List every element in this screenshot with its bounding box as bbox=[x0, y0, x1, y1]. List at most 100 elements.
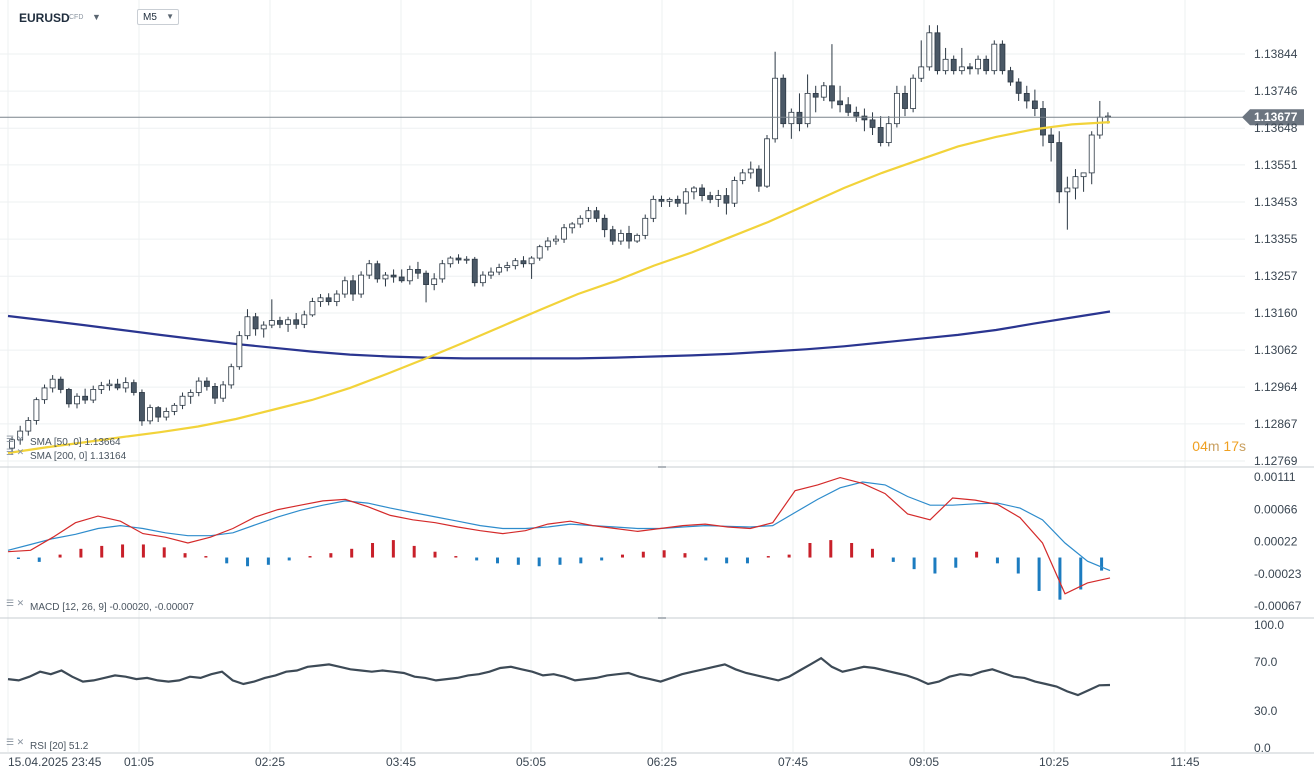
macd-hist-bar-negative bbox=[995, 557, 999, 564]
symbol-name[interactable]: EURUSD bbox=[19, 11, 70, 25]
candle-down bbox=[869, 119, 876, 128]
candle-down bbox=[861, 115, 868, 121]
price-tick-label: 1.13160 bbox=[1254, 306, 1298, 320]
candle-down bbox=[983, 58, 990, 72]
symbol-dropdown-icon[interactable]: ▼ bbox=[92, 12, 101, 22]
macd-hist-bar-positive bbox=[350, 548, 354, 558]
candle-up bbox=[90, 389, 97, 401]
candle-down bbox=[455, 257, 462, 261]
macd-hist-bar-positive bbox=[141, 544, 145, 558]
timeframe-select[interactable]: M5 ▼ bbox=[137, 9, 179, 25]
candle-down bbox=[398, 276, 405, 282]
candle-down bbox=[609, 229, 616, 242]
macd-hist-bar-negative bbox=[725, 557, 729, 564]
candle-up bbox=[666, 198, 673, 202]
candle-up bbox=[918, 66, 925, 79]
candle-up bbox=[98, 385, 105, 390]
macd-hist-bar-negative bbox=[1058, 557, 1062, 600]
candle-up bbox=[893, 92, 900, 125]
candle-down bbox=[415, 269, 421, 274]
candle-down bbox=[114, 383, 121, 389]
candle-down bbox=[1048, 134, 1055, 143]
candle-up bbox=[301, 314, 308, 325]
candle-down bbox=[699, 187, 705, 196]
candle-up bbox=[317, 297, 324, 303]
macd-hist-bar-positive bbox=[975, 551, 979, 558]
rsi-legend: RSI [20] 51.2 bbox=[30, 741, 89, 752]
rsi-tick-label: 100.0 bbox=[1254, 618, 1284, 632]
candle-up bbox=[49, 378, 56, 389]
candle-down bbox=[593, 210, 600, 219]
rsi-panel: 100.0 70.0 30.0 0.0 bbox=[7, 618, 1284, 755]
macd-hist-bar-negative bbox=[496, 557, 500, 564]
sma50-settings-icon[interactable]: ☰ ✕ bbox=[6, 434, 25, 444]
price-tick-label: 1.13551 bbox=[1254, 158, 1298, 172]
timeframe-value: M5 bbox=[143, 12, 157, 23]
candle-down bbox=[65, 389, 72, 405]
candle-up bbox=[617, 233, 624, 242]
macd-hist-bar-positive bbox=[641, 551, 645, 558]
candle-down bbox=[423, 272, 429, 285]
candle-down bbox=[950, 58, 957, 72]
macd-hist-bar-positive bbox=[787, 554, 791, 558]
rsi-tick-label: 30.0 bbox=[1254, 704, 1278, 718]
candle-down bbox=[1031, 100, 1038, 109]
time-tick-label: 15.04.2025 23:45 bbox=[8, 755, 102, 769]
candle-down bbox=[626, 233, 632, 242]
candle-up bbox=[731, 180, 738, 204]
candle-down bbox=[837, 100, 843, 106]
rsi-line bbox=[7, 656, 1111, 697]
candle-up bbox=[820, 85, 827, 98]
time-tick-label: 11:45 bbox=[1170, 755, 1199, 769]
candle-up bbox=[885, 123, 892, 143]
rsi-settings-icon[interactable]: ☰ ✕ bbox=[6, 737, 25, 747]
candle-up bbox=[958, 66, 965, 72]
candle-up bbox=[163, 411, 170, 418]
sma200-settings-icon[interactable]: ☰ ✕ bbox=[6, 447, 25, 457]
candle-down bbox=[999, 43, 1006, 72]
macd-hist-bar-positive bbox=[391, 540, 395, 558]
macd-hist-bar-positive bbox=[58, 554, 62, 558]
macd-hist-bar-positive bbox=[454, 556, 458, 558]
sma200-line bbox=[7, 310, 1111, 360]
candle-up bbox=[764, 138, 770, 187]
candle-up bbox=[358, 274, 365, 295]
sma50-line bbox=[7, 121, 1111, 455]
candle-up bbox=[488, 271, 494, 276]
candle-up bbox=[260, 324, 267, 330]
candle-down bbox=[374, 263, 381, 280]
macd-legend: MACD [12, 26, 9] -0.00020, -0.00007 bbox=[30, 602, 194, 613]
candle-up bbox=[285, 319, 291, 325]
macd-hist-bar-negative bbox=[266, 557, 270, 565]
panel-resize-handle-rsi[interactable] bbox=[658, 617, 666, 619]
rsi-tick-label: 0.0 bbox=[1254, 741, 1271, 755]
macd-tick-label: -0.00067 bbox=[1254, 599, 1302, 613]
macd-hist-bar-negative bbox=[1037, 557, 1041, 591]
candle-up bbox=[171, 404, 178, 412]
macd-settings-icon[interactable]: ☰ ✕ bbox=[6, 598, 25, 608]
candle-up bbox=[479, 274, 486, 284]
candle-down bbox=[829, 85, 835, 102]
price-tick-label: 1.12769 bbox=[1254, 454, 1298, 468]
candle-down bbox=[934, 32, 941, 72]
symbol-tag: CFD bbox=[69, 14, 84, 21]
macd-hist-bar-negative bbox=[558, 557, 562, 565]
macd-hist-bar-negative bbox=[1079, 557, 1083, 590]
macd-signal-line bbox=[7, 481, 1111, 572]
macd-hist-bar-negative bbox=[516, 557, 520, 565]
candle-countdown: 04m 17s bbox=[1192, 438, 1246, 454]
macd-hist-bar-negative bbox=[933, 557, 937, 574]
macd-hist-bar-positive bbox=[620, 554, 624, 558]
macd-hist-bar-negative bbox=[891, 557, 895, 562]
macd-hist-bar-negative bbox=[16, 557, 20, 559]
macd-hist-bar-negative bbox=[704, 557, 708, 561]
chevron-down-icon: ▼ bbox=[166, 12, 174, 21]
candle-up bbox=[553, 238, 559, 242]
candles-group bbox=[9, 25, 1111, 455]
macd-hist-bar-negative bbox=[600, 557, 604, 561]
macd-hist-bar-positive bbox=[308, 556, 312, 558]
price-axis: 1.13844 1.13746 1.13648 1.13551 1.13453 1.133… bbox=[1254, 47, 1298, 468]
candle-up bbox=[942, 58, 949, 72]
panel-resize-handle-macd[interactable] bbox=[658, 466, 666, 468]
